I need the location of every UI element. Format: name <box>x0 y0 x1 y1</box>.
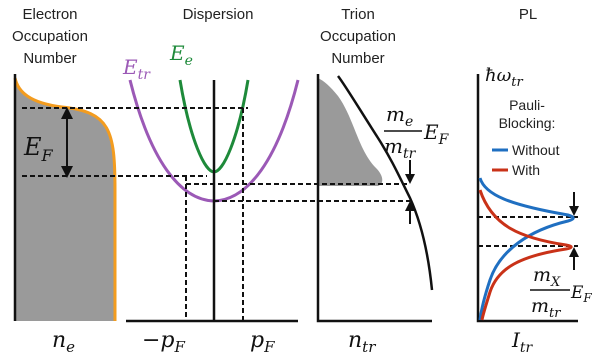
neg-fermi-momentum-label: −pF <box>142 328 186 356</box>
trion-occupation-curve <box>337 75 434 291</box>
pl-ratio-numerator: mX <box>533 264 561 290</box>
trion-shift-arrow-up-icon <box>405 201 415 211</box>
legend-title-line-1: Pauli- <box>509 97 545 113</box>
dispersion-panel: Dispersion Etr Ee −pF pF <box>122 6 300 356</box>
pl-axes <box>476 74 578 323</box>
electron-title-line-2: Occupation <box>12 28 88 45</box>
electron-dispersion-label: Ee <box>169 41 193 69</box>
legend-title-line-2: Blocking: <box>499 115 556 131</box>
trion-dispersion-label: Etr <box>122 55 151 83</box>
trion-ratio-denominator: mtr <box>384 134 417 162</box>
trion-axes <box>316 74 432 323</box>
trion-title-line-2: Occupation <box>320 28 396 45</box>
pl-without-curve <box>478 177 575 321</box>
trion-ratio-energy: EF <box>423 120 450 148</box>
pl-panel: PL ħωtr Pauli- Blocking: Without With mX… <box>476 6 592 356</box>
trion-title-line-3: Number <box>331 50 384 67</box>
pl-energy-axis-label: ħωtr <box>485 65 524 90</box>
pl-with-curve <box>478 189 573 321</box>
electron-x-label: ne <box>52 328 75 356</box>
fermi-arrow-up-icon <box>61 107 73 119</box>
trion-occupation-fill <box>318 78 383 186</box>
legend-label-without: Without <box>512 142 560 158</box>
fermi-momentum-label: pF <box>250 328 275 356</box>
electron-occupation-curve <box>13 77 117 321</box>
trion-title-line-1: Trion <box>341 6 375 23</box>
legend-label-with: With <box>512 162 540 178</box>
fermi-energy-label: EF <box>23 133 54 165</box>
trion-occupation-panel: Trion Occupation Number me mtr EF ntr <box>316 6 450 356</box>
pl-ratio-energy: EF <box>570 283 592 305</box>
fermi-arrow-down-icon <box>61 166 73 178</box>
electron-occupation-panel: Electron Occupation Number EF ne <box>12 6 117 356</box>
pl-shift-arrow-up-icon <box>569 247 579 257</box>
electron-title-line-3: Number <box>23 50 76 67</box>
trion-x-label: ntr <box>348 328 376 356</box>
pl-ratio-denominator: mtr <box>531 295 561 321</box>
pl-shift-arrow-down-icon <box>569 206 579 216</box>
dispersion-title: Dispersion <box>183 6 254 23</box>
trion-shift-arrow-down-icon <box>405 174 415 184</box>
electron-title-line-1: Electron <box>22 6 77 23</box>
pl-title: PL <box>519 6 537 23</box>
trion-ratio-numerator: me <box>386 102 413 130</box>
electron-occupation-fill <box>15 78 115 321</box>
pl-x-label: Itr <box>511 328 534 356</box>
